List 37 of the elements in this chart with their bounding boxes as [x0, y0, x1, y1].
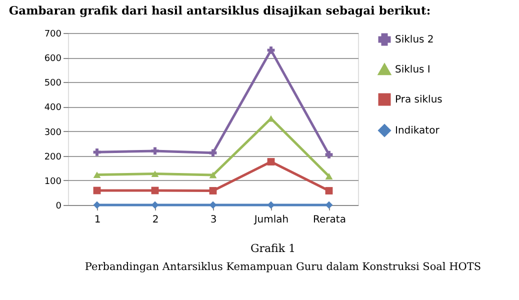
- point: [267, 158, 275, 166]
- point: [151, 201, 159, 209]
- y-tick-label: 100: [44, 176, 62, 187]
- point: [267, 201, 275, 209]
- x-tick-label: 3: [210, 214, 217, 226]
- x-tick-label: 2: [152, 214, 159, 226]
- point: [209, 149, 217, 157]
- point: [151, 170, 159, 178]
- y-tick-label: 600: [44, 54, 62, 64]
- point: [325, 201, 333, 209]
- legend-label: Siklus I: [395, 64, 430, 76]
- text: Perbandingan Antarsiklus Kemampuan Guru dalam Konstruksi Soal HOTS: [84, 261, 482, 273]
- point: [325, 187, 333, 194]
- legend-label: Siklus 2: [395, 34, 434, 46]
- y-tick-label: 700: [44, 30, 62, 40]
- legend-label: Indikator: [395, 126, 440, 136]
- legend-label: Pra siklus: [395, 94, 442, 106]
- point: [325, 150, 333, 158]
- x-tick-label: 1: [94, 214, 101, 226]
- y-tick-label: 200: [44, 152, 62, 162]
- y-tick-label: 400: [44, 103, 62, 114]
- point: [151, 147, 159, 155]
- y-tick-label: 500: [44, 78, 62, 89]
- y-tick-label: 0: [56, 202, 62, 212]
- y-tick-label: 300: [44, 128, 62, 138]
- x-tick-label: Jumlah: [253, 214, 289, 226]
- x-tick-label: Rerata: [313, 214, 346, 226]
- point: [209, 187, 217, 194]
- point: [93, 172, 101, 178]
- point: [209, 172, 217, 178]
- text: Grafik 1: [250, 242, 296, 255]
- chart-title: Gambaran grafik dari hasil antarsiklus disajikan sebagai berikut:: [8, 4, 431, 18]
- point: [209, 201, 217, 209]
- point: [267, 46, 275, 54]
- point: [93, 148, 101, 156]
- point: [325, 173, 333, 180]
- point: [93, 201, 101, 209]
